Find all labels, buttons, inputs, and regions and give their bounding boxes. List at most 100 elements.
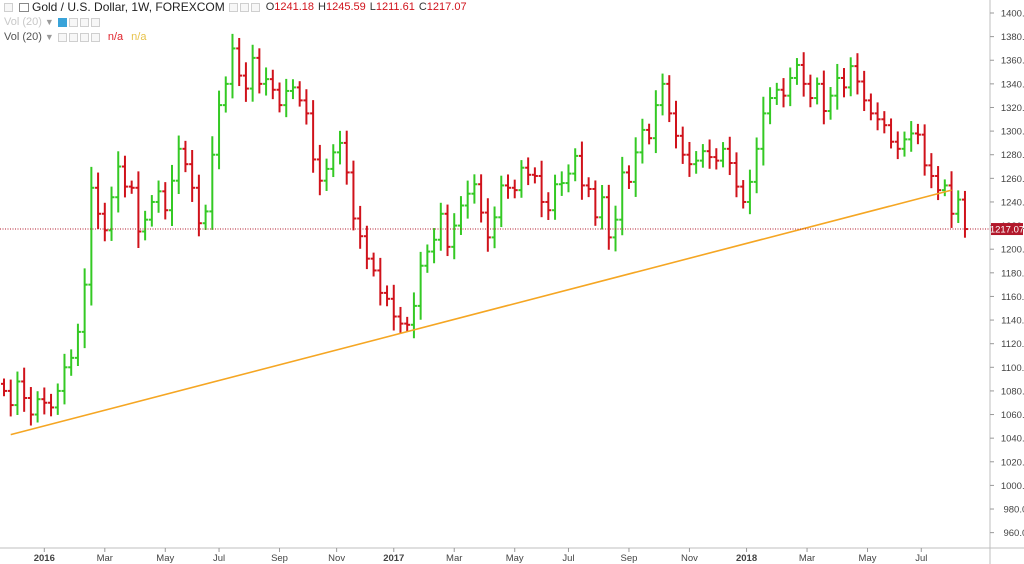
y-tick-label: 1160.00 (1001, 292, 1024, 303)
ohlc-bar-up (155, 180, 162, 213)
ohlc-bar-up (337, 130, 343, 165)
ohlc-bar-up (175, 135, 182, 194)
volume-eye-icon[interactable] (57, 33, 67, 42)
ohlc-bar-up (229, 33, 236, 99)
ohlc-bar-down (478, 174, 485, 223)
ohlc-bar-down (726, 136, 733, 176)
ohlc-bar-down (343, 130, 350, 185)
ohlc-bar-up (169, 164, 175, 226)
y-tick-label: 1000.00 (1001, 481, 1024, 492)
ohlc-bar-down (894, 131, 901, 160)
ohlc-bar-down (820, 70, 827, 125)
ohlc-bar-up (74, 323, 81, 367)
ohlc-bar-up (330, 144, 337, 178)
hidden-volume-row: Vol (20) ▼ (0, 15, 467, 30)
visibility-toggle-icon[interactable] (57, 18, 67, 27)
ohlc-bar-down (854, 53, 861, 95)
ohlc-bar-down (357, 205, 364, 249)
symbol-close-icon[interactable] (250, 3, 260, 12)
hidden-volume-label[interactable]: Vol (20) (4, 16, 42, 28)
ohlc-bar-up (699, 144, 706, 168)
y-tick-label: 1120.00 (1001, 339, 1024, 350)
y-tick-label: 1140.00 (1001, 316, 1024, 327)
chevron-down-icon[interactable]: ▼ (44, 32, 54, 42)
symbol-title: Gold / U.S. Dollar, 1W, FOREXCOM (32, 0, 225, 14)
x-tick-label: Jul (213, 553, 225, 564)
ohlc-bar-up (491, 206, 498, 249)
ohlc-bar-down (444, 204, 451, 257)
symbol-eye-icon[interactable] (228, 3, 238, 12)
ohlc-bar-up (619, 156, 626, 236)
ohlc-bar-down (948, 171, 955, 228)
x-tick-label: May (859, 553, 877, 564)
ohlc-bar-up (209, 136, 216, 230)
ohlc-bar-down (733, 152, 740, 198)
collapse-legend-toggle[interactable] (4, 3, 13, 12)
ohlc-bar-down (807, 74, 814, 108)
ohlc-bar-up (847, 57, 854, 97)
volume-source-icon[interactable] (79, 18, 89, 27)
y-tick-label: 1340.00 (1001, 79, 1024, 90)
ohlc-bar-down (135, 171, 142, 248)
volume-label[interactable]: Vol (20) (4, 31, 42, 43)
ohlc-bar-down (686, 141, 693, 177)
ohlc-bar-up (148, 195, 155, 227)
volume-close-icon[interactable] (90, 18, 100, 27)
trend-line (10, 189, 952, 436)
ohlc-bar-down (484, 198, 491, 252)
ohlc-bar-up (249, 44, 256, 102)
ohlc-bar-down (511, 179, 518, 199)
ohlc-bar-down (21, 367, 28, 412)
ohlc-bar-down (121, 155, 128, 198)
ohlc-bar-down (961, 190, 968, 238)
ohlc-bar-down (370, 252, 377, 277)
ohlc-bar-up (908, 121, 915, 152)
y-tick-label: 1320.00 (1001, 103, 1024, 114)
x-tick-label: Nov (328, 553, 345, 564)
ohlc-bar-up (767, 87, 774, 125)
ohlc-bar-up (693, 151, 700, 174)
ohlc-bar-up (14, 371, 21, 416)
ohlc-bar-up (760, 96, 767, 166)
open-value: 1241.18 (274, 1, 315, 13)
ohlc-bar-down (1, 378, 7, 397)
ohlc-bar-down (256, 48, 263, 94)
y-tick-label: 1060.00 (1001, 410, 1024, 421)
ohlc-bar-down (397, 306, 404, 334)
x-tick-label: Nov (681, 553, 698, 564)
volume-settings-icon[interactable] (68, 18, 78, 27)
ohlc-bar-down (296, 81, 303, 107)
ohlc-bar-up (457, 196, 464, 235)
ohlc-bar-up (941, 179, 948, 197)
ohlc-bar-down (914, 123, 921, 145)
ohlc-bar-down (673, 100, 679, 149)
symbol-settings-icon[interactable] (239, 3, 249, 12)
ohlc-bar-up (814, 77, 821, 105)
ohlc-bar-up (787, 67, 794, 107)
ohlc-bar-down (350, 160, 357, 231)
volume-gear-icon[interactable] (68, 33, 78, 42)
ohlc-bar-up (202, 204, 209, 230)
y-tick-label: 1020.00 (1001, 457, 1024, 468)
ohlc-bar-down (592, 180, 599, 226)
ohlc-bar-up (464, 180, 471, 219)
ohlc-bar-down (95, 172, 102, 230)
x-tick-label: Jul (562, 553, 574, 564)
ohlc-bar-down (7, 379, 14, 417)
ohlc-bar-down (316, 144, 323, 196)
ohlc-bar-down (841, 68, 847, 98)
ohlc-bar-down (780, 78, 787, 108)
ohlc-bar-down (377, 257, 384, 306)
low-value: 1211.61 (375, 1, 415, 13)
y-tick-label: 1200.00 (1001, 245, 1024, 256)
volume-more-icon[interactable] (79, 33, 89, 42)
ohlc-bar-down (800, 52, 807, 97)
symbol-row: Gold / U.S. Dollar, 1W, FOREXCOM O 1241.1… (0, 0, 467, 15)
x-tick-label: Jul (915, 553, 927, 564)
volume-remove-icon[interactable] (90, 33, 100, 42)
chevron-down-icon[interactable]: ▼ (44, 17, 54, 27)
ohlc-bar-down (505, 174, 511, 199)
ohlc-bar-up (81, 268, 88, 349)
open-key: O (265, 1, 275, 13)
